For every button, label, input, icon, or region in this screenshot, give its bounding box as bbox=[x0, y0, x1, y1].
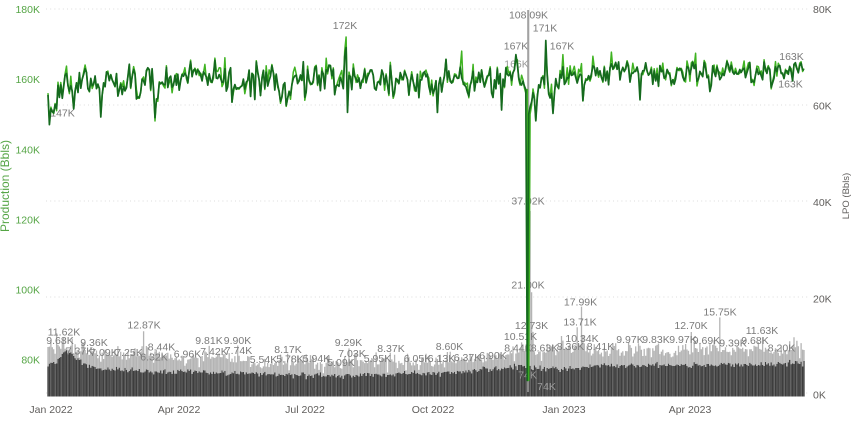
svg-text:163K: 163K bbox=[779, 51, 804, 63]
svg-text:10.34K: 10.34K bbox=[565, 333, 598, 345]
svg-text:LPO (Bbls): LPO (Bbls) bbox=[841, 173, 852, 219]
svg-text:7.03K: 7.03K bbox=[338, 348, 365, 360]
svg-text:8.44K: 8.44K bbox=[504, 343, 531, 355]
svg-text:13.71K: 13.71K bbox=[563, 317, 596, 329]
svg-text:10.51K: 10.51K bbox=[504, 331, 537, 343]
svg-text:6.13K: 6.13K bbox=[428, 353, 455, 365]
svg-text:11.63K: 11.63K bbox=[746, 325, 779, 337]
svg-text:8.60K: 8.60K bbox=[436, 341, 463, 353]
svg-text:9.29K: 9.29K bbox=[335, 337, 362, 349]
svg-text:5.78K: 5.78K bbox=[276, 354, 303, 366]
svg-text:0K: 0K bbox=[813, 390, 826, 402]
svg-text:12.73K: 12.73K bbox=[515, 320, 548, 332]
svg-text:80K: 80K bbox=[813, 4, 832, 16]
svg-text:8.17K: 8.17K bbox=[274, 344, 301, 356]
svg-text:140K: 140K bbox=[15, 144, 40, 156]
svg-text:12.70K: 12.70K bbox=[674, 320, 707, 332]
svg-text:17.99K: 17.99K bbox=[564, 297, 597, 309]
svg-text:6.90K: 6.90K bbox=[479, 350, 506, 362]
svg-text:5.54K: 5.54K bbox=[250, 354, 277, 366]
svg-text:9.69K: 9.69K bbox=[693, 335, 720, 347]
svg-text:180K: 180K bbox=[15, 4, 40, 16]
svg-text:8.63K: 8.63K bbox=[531, 343, 558, 355]
svg-text:40K: 40K bbox=[813, 197, 832, 209]
svg-text:171K: 171K bbox=[533, 23, 558, 35]
svg-text:6.05K: 6.05K bbox=[404, 353, 431, 365]
svg-text:8.44K: 8.44K bbox=[148, 342, 175, 354]
svg-text:80K: 80K bbox=[21, 355, 40, 367]
svg-text:7.74K: 7.74K bbox=[225, 345, 252, 357]
svg-text:74K: 74K bbox=[537, 381, 556, 393]
svg-text:7.25K: 7.25K bbox=[115, 347, 142, 359]
svg-text:6.96K: 6.96K bbox=[174, 349, 201, 361]
svg-text:167K: 167K bbox=[550, 41, 575, 53]
svg-text:6.37K: 6.37K bbox=[454, 352, 481, 364]
svg-text:8.41K: 8.41K bbox=[587, 341, 614, 353]
svg-text:9.81K: 9.81K bbox=[195, 335, 222, 347]
svg-text:7.42K: 7.42K bbox=[200, 346, 227, 358]
svg-text:6.32K: 6.32K bbox=[140, 352, 167, 364]
svg-text:Production (Bbls): Production (Bbls) bbox=[0, 140, 12, 232]
svg-text:8.36K: 8.36K bbox=[557, 341, 584, 353]
svg-text:163K: 163K bbox=[778, 79, 803, 91]
svg-text:7.37K: 7.37K bbox=[66, 346, 93, 358]
svg-text:9.97K: 9.97K bbox=[669, 334, 696, 346]
svg-text:60K: 60K bbox=[813, 101, 832, 113]
svg-text:9.97K: 9.97K bbox=[616, 334, 643, 346]
svg-text:9.68K: 9.68K bbox=[46, 335, 73, 347]
svg-text:Oct 2022: Oct 2022 bbox=[412, 404, 455, 416]
svg-text:167K: 167K bbox=[504, 41, 529, 53]
svg-text:8.20K: 8.20K bbox=[768, 343, 795, 355]
svg-text:9.90K: 9.90K bbox=[224, 335, 251, 347]
svg-text:5.09K: 5.09K bbox=[327, 357, 354, 369]
svg-text:160K: 160K bbox=[15, 74, 40, 86]
svg-text:5.94K: 5.94K bbox=[303, 353, 330, 365]
svg-text:120K: 120K bbox=[15, 214, 40, 226]
svg-text:9.68K: 9.68K bbox=[741, 335, 768, 347]
svg-text:Apr 2023: Apr 2023 bbox=[669, 404, 712, 416]
svg-text:5.95K: 5.95K bbox=[364, 353, 391, 365]
svg-text:15.75K: 15.75K bbox=[703, 307, 736, 319]
svg-text:Jul 2022: Jul 2022 bbox=[285, 404, 325, 416]
svg-text:20K: 20K bbox=[813, 293, 832, 305]
svg-text:11.62K: 11.62K bbox=[48, 327, 81, 339]
svg-text:172K: 172K bbox=[333, 20, 358, 32]
svg-text:12.87K: 12.87K bbox=[127, 320, 160, 332]
svg-text:9.83K: 9.83K bbox=[642, 334, 669, 346]
svg-text:9.36K: 9.36K bbox=[80, 337, 107, 349]
svg-text:7.09K: 7.09K bbox=[90, 347, 117, 359]
svg-text:Apr 2022: Apr 2022 bbox=[158, 404, 201, 416]
svg-text:Jan 2022: Jan 2022 bbox=[29, 404, 72, 416]
svg-text:8.37K: 8.37K bbox=[377, 343, 404, 355]
svg-text:9.39K: 9.39K bbox=[719, 338, 746, 350]
svg-text:Jan 2023: Jan 2023 bbox=[542, 404, 585, 416]
svg-text:100K: 100K bbox=[15, 285, 40, 297]
